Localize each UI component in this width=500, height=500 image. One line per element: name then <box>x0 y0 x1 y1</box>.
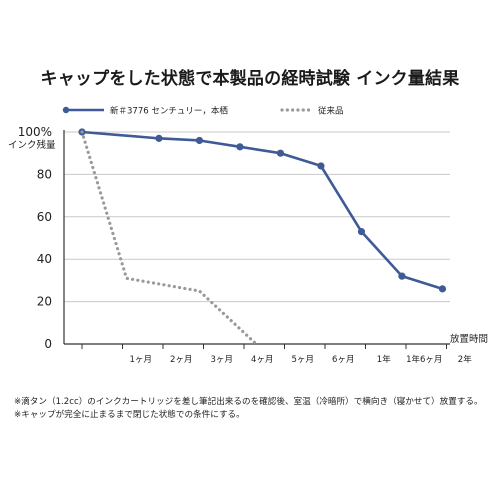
data-point <box>438 285 447 293</box>
series-line-new <box>81 130 443 291</box>
x-axis-title: 放置時間 <box>450 333 488 345</box>
y-tick-label: 80 <box>37 167 52 181</box>
x-tick-label: 1年6ヶ月 <box>406 354 442 365</box>
axes: 100% 80 60 40 20 0 1ヶ月 2ヶ月 3ヶ月 4ヶ月 5ヶ月 6ヶ月 1年 1年6ヶ月 2年… <box>8 125 488 365</box>
x-tick-label: 1年 <box>377 354 391 365</box>
grid <box>64 131 450 345</box>
y-tick-label: 100% <box>18 125 52 139</box>
data-point <box>357 228 366 236</box>
y-tick-label: 60 <box>37 210 52 224</box>
footnotes: ※滴タン（1.2cc）のインクカートリッジを差し筆記出来るのを確認後、室温（冷暗… <box>14 396 483 422</box>
data-point <box>317 162 325 170</box>
footnote-2: ※キャップが完全に止まるまで閉じた状態での条件にする。 <box>14 410 245 420</box>
legend-label-conventional: 従来品 <box>318 106 344 117</box>
x-tick-label: 2年 <box>458 354 472 365</box>
x-tick-label: 5ヶ月 <box>292 355 314 365</box>
data-point <box>398 272 406 280</box>
y-axis-title: インク残量 <box>8 139 56 151</box>
legend-marker-new <box>62 106 70 114</box>
chart-title: キャップをした状態で本製品の経時試験 インク量結果 <box>40 69 460 89</box>
data-point <box>155 134 163 142</box>
legend: 新＃3776 センチュリー，本栖 従来品 <box>62 106 344 117</box>
x-tick-label: 2ヶ月 <box>170 355 192 365</box>
legend-label-new: 新＃3776 センチュリー，本栖 <box>110 106 228 117</box>
data-point <box>276 149 285 157</box>
x-tick-label: 1ヶ月 <box>130 355 152 365</box>
x-tick-label: 3ヶ月 <box>211 355 233 365</box>
x-tick-label: 6ヶ月 <box>332 355 354 365</box>
y-tick-label: 40 <box>37 252 52 266</box>
data-point <box>236 143 244 151</box>
x-tick-label: 4ヶ月 <box>251 355 273 365</box>
series-line-conventional <box>80 130 258 346</box>
footnote-1: ※滴タン（1.2cc）のインクカートリッジを差し筆記出来るのを確認後、室温（冷暗… <box>14 397 483 407</box>
y-tick-label: 0 <box>44 337 52 351</box>
series-layer <box>78 128 447 346</box>
y-tick-label: 20 <box>37 295 52 309</box>
data-point <box>195 136 204 145</box>
